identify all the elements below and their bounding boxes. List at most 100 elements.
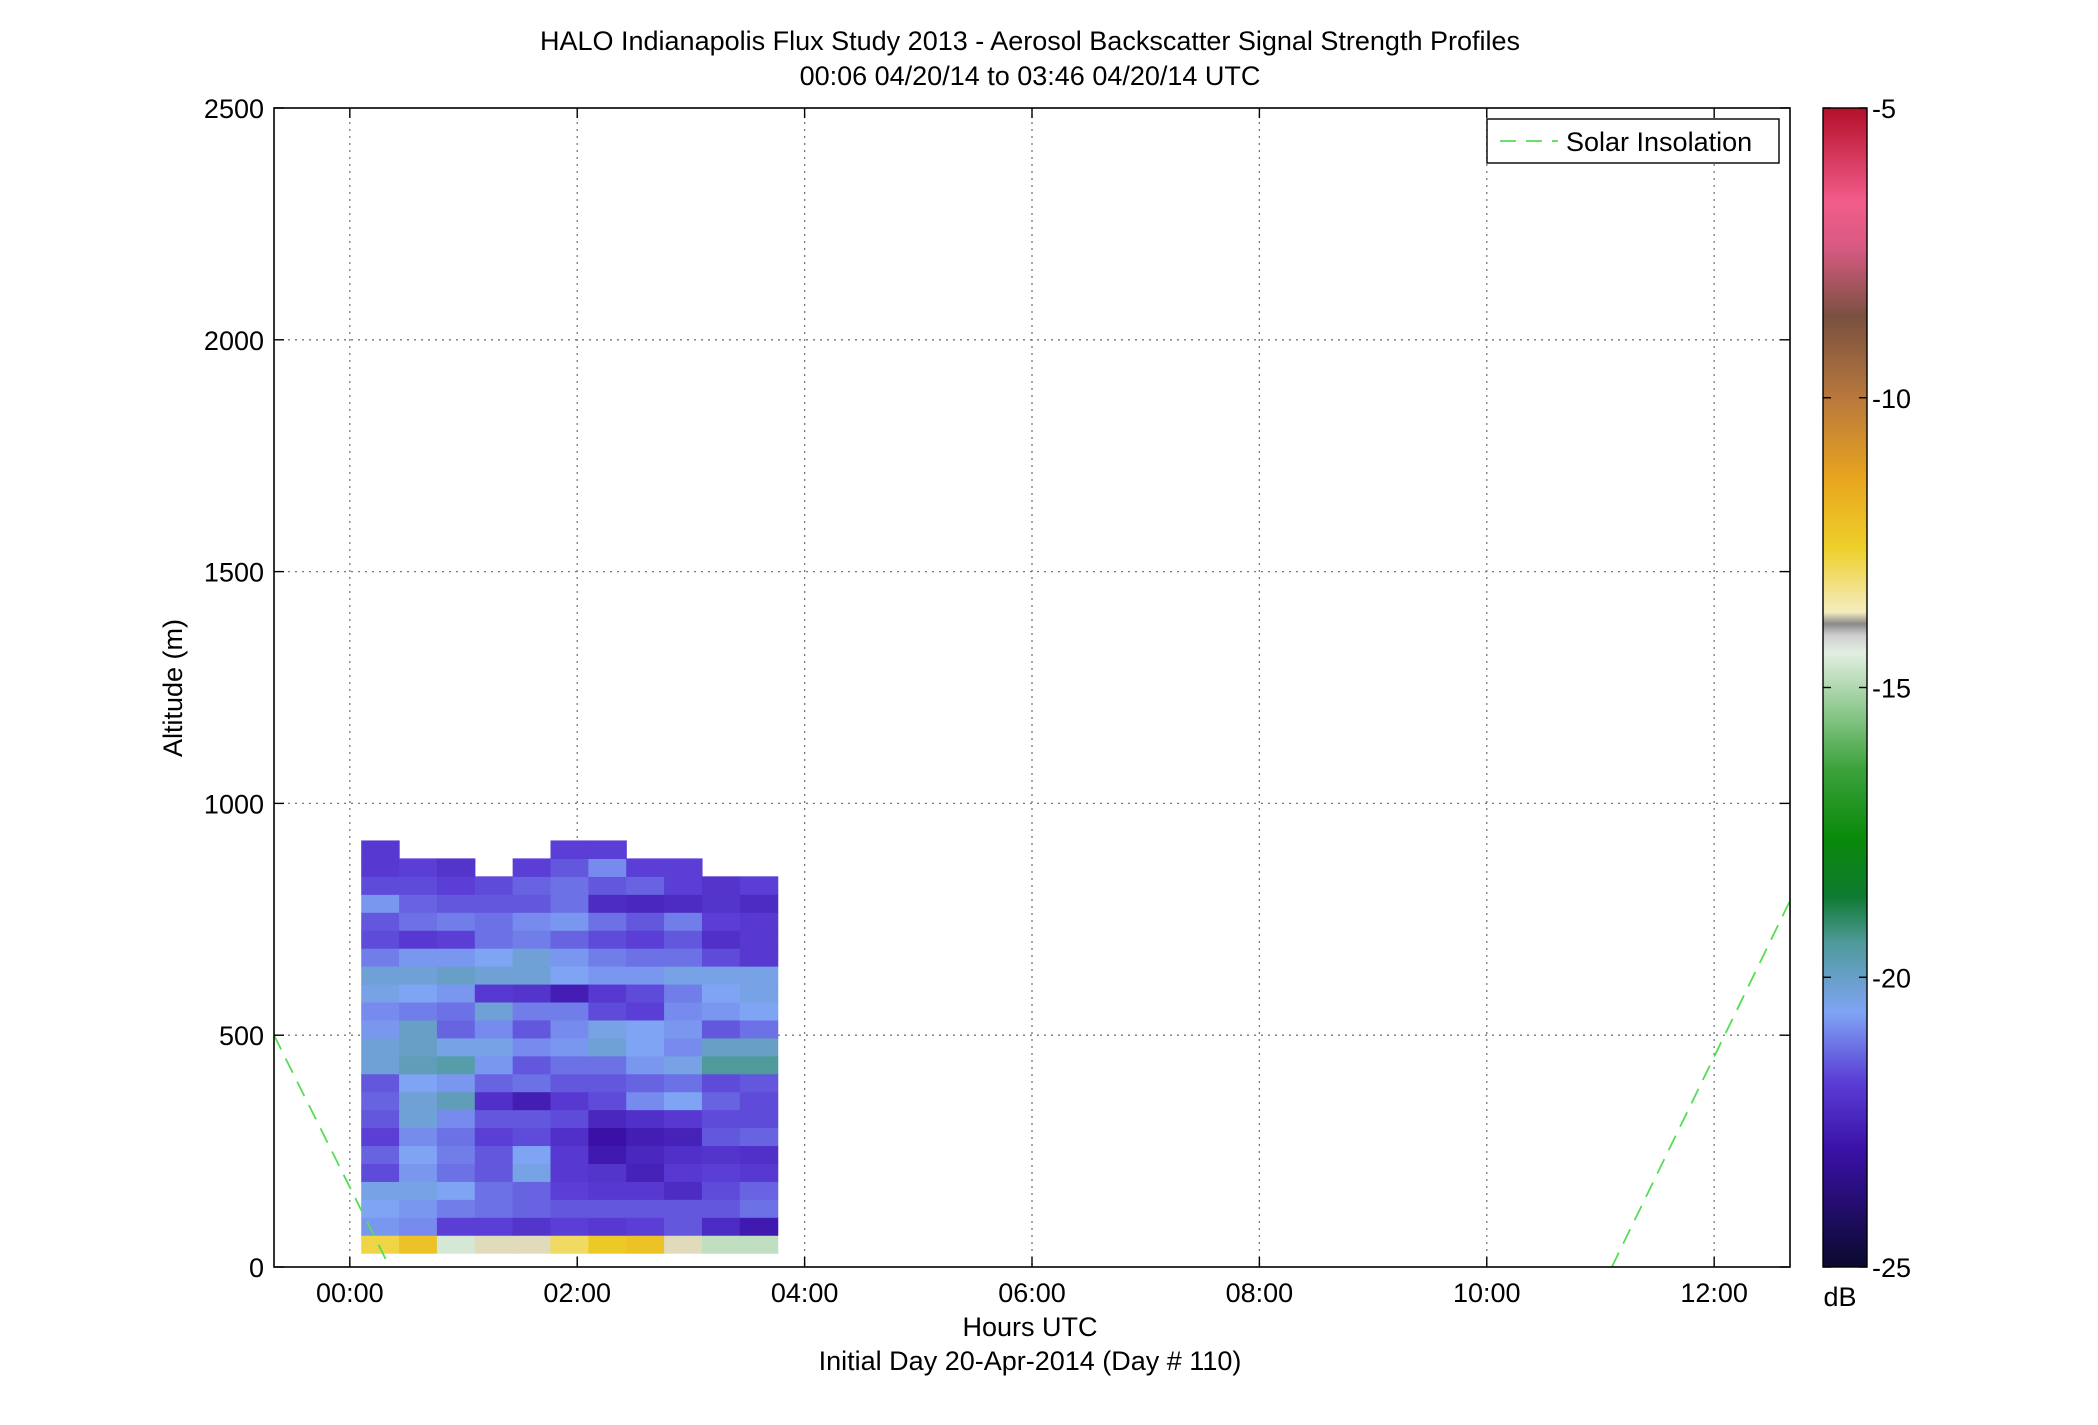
heatmap-cell [361,1001,400,1021]
heatmap-cell [474,1235,514,1254]
heatmap-cell [399,983,438,1003]
heatmap-cell [474,1019,514,1039]
heatmap-cell [361,1127,400,1147]
legend-solar-label: Solar Insolation [1566,127,1752,157]
heatmap-cell [626,930,665,949]
heatmap-cell [436,1001,476,1021]
heatmap-cell [626,894,665,913]
heatmap-cell [664,1235,703,1254]
heatmap-cell [664,1109,703,1129]
heatmap-cell [512,1091,552,1111]
heatmap-cell [701,1055,741,1075]
heatmap-cell [512,858,552,877]
heatmap-cell [512,1181,552,1200]
heatmap-cell [588,840,627,859]
heatmap-cell [664,1181,703,1200]
solar-insolation-series [273,900,1791,1268]
heatmap-cell [739,912,779,931]
heatmap-cell [474,1145,514,1164]
heatmap-cell [664,1073,703,1093]
heatmap-cell [361,1055,400,1075]
heatmap-cell [626,1217,665,1236]
heatmap-cell [512,912,552,931]
heatmap-cell [436,930,476,949]
heatmap-cell [588,894,627,913]
heatmap-cell [436,1037,476,1057]
heatmap-cell [474,983,514,1003]
heatmap-cell [701,1019,741,1039]
heatmap-cell [361,858,400,877]
heatmap-cell [588,1055,627,1075]
heatmap-cell [474,1055,514,1075]
heatmap-cell [512,1073,552,1093]
heatmap-cell [550,1235,589,1254]
y-axis-label: Altitude (m) [158,619,188,757]
heatmap-cell [701,1235,741,1254]
heatmap-cell [626,948,665,967]
heatmap-cell [739,983,779,1003]
heatmap-cell [588,858,627,877]
heatmap-cell [436,966,476,985]
heatmap-cell [550,930,589,949]
heatmap-cell [588,912,627,931]
heatmap-cell [436,948,476,967]
heatmap-cell [701,912,741,931]
heatmap-cell [512,1127,552,1147]
heatmap-cell [474,1091,514,1111]
heatmap-cell [550,840,589,859]
heatmap-cell [436,1235,476,1254]
heatmap-cell [512,876,552,895]
heatmap-cell [739,1127,779,1147]
heatmap-cell [739,966,779,985]
heatmap-cell [436,1073,476,1093]
heatmap-cell [739,1163,779,1182]
heatmap-cell [701,930,741,949]
heatmap-cell [436,1181,476,1200]
heatmap-cell [588,1109,627,1129]
heatmap-cell [436,1055,476,1075]
heatmap-cell [399,1181,438,1200]
chart-title: HALO Indianapolis Flux Study 2013 - Aero… [540,26,1520,56]
x-tick-labels: 00:00 02:00 04:00 06:00 08:00 10:00 12:00 [316,1278,1748,1308]
solar-insolation-line [1611,900,1791,1268]
heatmap-cell [626,1109,665,1129]
heatmap-cell [550,1091,589,1111]
heatmap-cell [701,1073,741,1093]
heatmap-cell [474,930,514,949]
heatmap-cell [550,1109,589,1129]
heatmap-cell [739,876,779,895]
heatmap-cell [550,894,589,913]
heatmap-cell [361,1073,400,1093]
heatmap-cell [361,983,400,1003]
heatmap-cell [550,1037,589,1057]
heatmap-cell [739,1199,779,1218]
heatmap-cell [399,858,438,877]
heatmap-cell [588,1127,627,1147]
heatmap-cell [664,1037,703,1057]
y-tick-label: 1000 [204,789,264,819]
heatmap-cell [399,1217,438,1236]
heatmap-cell [588,983,627,1003]
heatmap-cell [626,1127,665,1147]
heatmap-cell [701,1217,741,1236]
heatmap-cell [474,1181,514,1200]
colorbar-unit-label: dB [1823,1282,1856,1312]
heatmap-cell [512,1235,552,1254]
heatmap-cell [588,876,627,895]
heatmap-cell [361,966,400,985]
y-tick-label: 1500 [204,558,264,588]
heatmap-cell [474,948,514,967]
heatmap-cell [399,1001,438,1021]
y-tick-labels: 0 500 1000 1500 2000 2500 [204,94,264,1283]
heatmap-cell [626,1055,665,1075]
heatmap-cell [512,1145,552,1164]
heatmap-cell [664,894,703,913]
heatmap-cell [739,894,779,913]
heatmap-cell [474,1163,514,1182]
heatmap-cell [626,1235,665,1254]
heatmap-cell [664,983,703,1003]
heatmap-cell [550,1217,589,1236]
heatmap-cell [399,1091,438,1111]
heatmap-cell [512,1055,552,1075]
solar-insolation-line [273,1034,391,1268]
